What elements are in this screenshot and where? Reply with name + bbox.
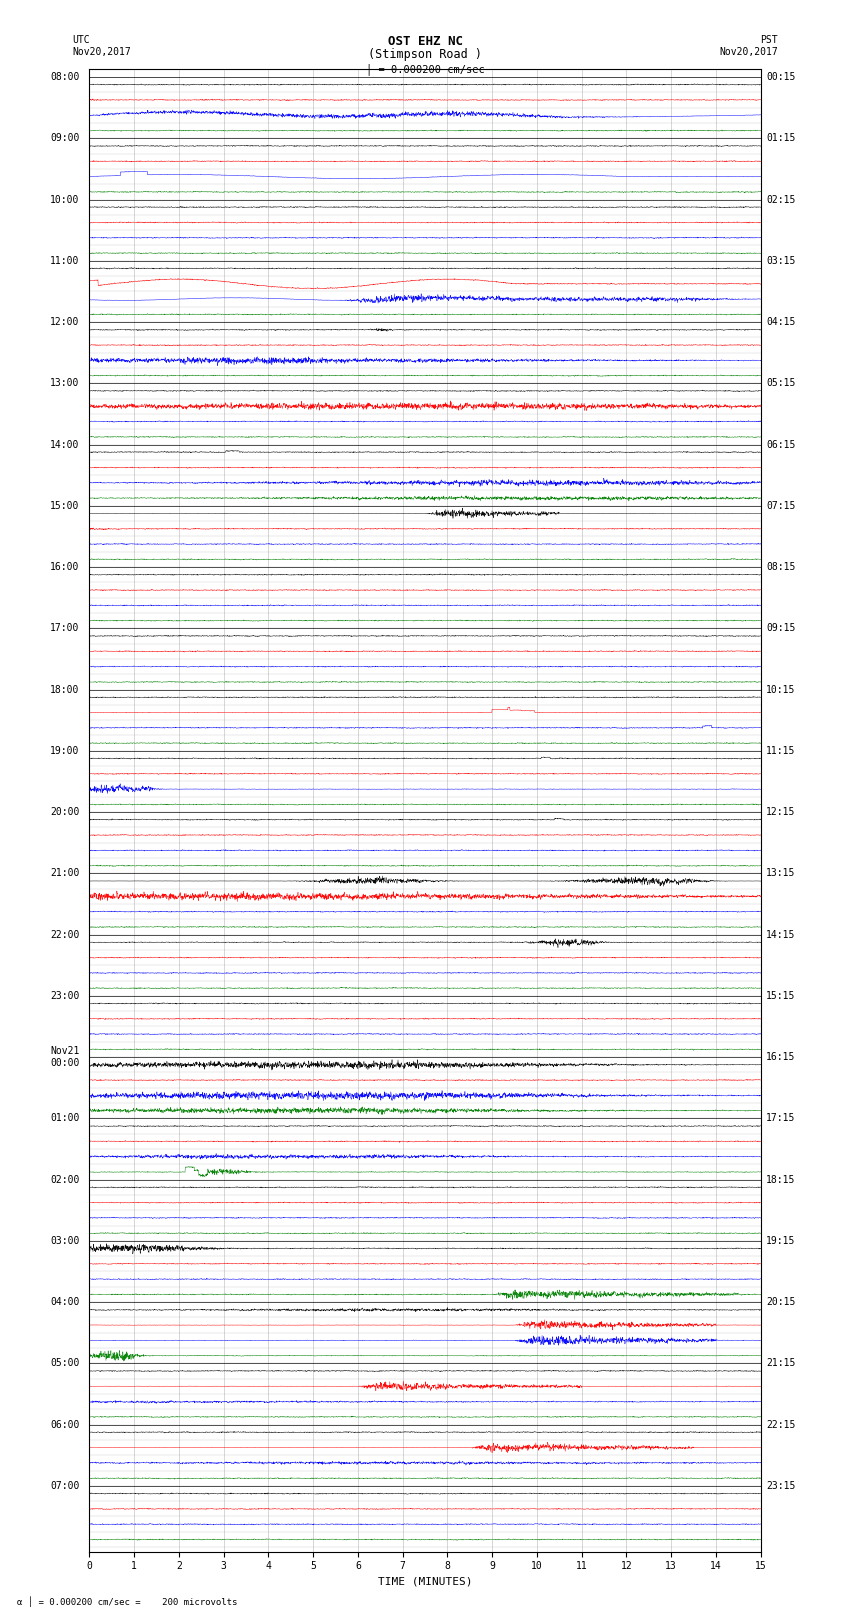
Text: 12:00: 12:00 — [50, 318, 79, 327]
Text: 06:15: 06:15 — [766, 439, 796, 450]
Text: 04:15: 04:15 — [766, 318, 796, 327]
Text: 21:00: 21:00 — [50, 868, 79, 879]
Text: 09:00: 09:00 — [50, 134, 79, 144]
Text: 14:15: 14:15 — [766, 929, 796, 939]
Text: 14:00: 14:00 — [50, 439, 79, 450]
Text: 09:15: 09:15 — [766, 623, 796, 634]
Text: 15:00: 15:00 — [50, 500, 79, 511]
Text: 08:15: 08:15 — [766, 561, 796, 573]
Text: (Stimpson Road ): (Stimpson Road ) — [368, 48, 482, 61]
Text: 19:15: 19:15 — [766, 1236, 796, 1245]
Text: 05:15: 05:15 — [766, 379, 796, 389]
Text: 22:00: 22:00 — [50, 929, 79, 939]
Text: 16:15: 16:15 — [766, 1052, 796, 1061]
Text: 17:15: 17:15 — [766, 1113, 796, 1123]
Text: 16:00: 16:00 — [50, 561, 79, 573]
Text: 02:15: 02:15 — [766, 195, 796, 205]
Text: UTC
Nov20,2017: UTC Nov20,2017 — [72, 35, 131, 56]
Text: 19:00: 19:00 — [50, 745, 79, 756]
Text: PST
Nov20,2017: PST Nov20,2017 — [719, 35, 778, 56]
Text: OST EHZ NC: OST EHZ NC — [388, 35, 462, 48]
Text: 04:00: 04:00 — [50, 1297, 79, 1307]
Text: Nov21
00:00: Nov21 00:00 — [50, 1047, 79, 1068]
Text: 20:00: 20:00 — [50, 806, 79, 818]
Text: 11:15: 11:15 — [766, 745, 796, 756]
Text: 06:00: 06:00 — [50, 1419, 79, 1429]
Text: 13:00: 13:00 — [50, 379, 79, 389]
Text: 23:00: 23:00 — [50, 990, 79, 1000]
Text: 13:15: 13:15 — [766, 868, 796, 879]
Text: │ = 0.000200 cm/sec: │ = 0.000200 cm/sec — [366, 63, 484, 74]
Text: 00:15: 00:15 — [766, 73, 796, 82]
Text: 08:00: 08:00 — [50, 73, 79, 82]
Text: 01:00: 01:00 — [50, 1113, 79, 1123]
Text: 05:00: 05:00 — [50, 1358, 79, 1368]
X-axis label: TIME (MINUTES): TIME (MINUTES) — [377, 1578, 473, 1587]
Text: 02:00: 02:00 — [50, 1174, 79, 1184]
Text: 23:15: 23:15 — [766, 1481, 796, 1490]
Text: 11:00: 11:00 — [50, 256, 79, 266]
Text: 22:15: 22:15 — [766, 1419, 796, 1429]
Text: 10:15: 10:15 — [766, 684, 796, 695]
Text: 18:15: 18:15 — [766, 1174, 796, 1184]
Text: 03:00: 03:00 — [50, 1236, 79, 1245]
Text: 01:15: 01:15 — [766, 134, 796, 144]
Text: 03:15: 03:15 — [766, 256, 796, 266]
Text: α │ = 0.000200 cm/sec =    200 microvolts: α │ = 0.000200 cm/sec = 200 microvolts — [17, 1595, 237, 1607]
Text: 21:15: 21:15 — [766, 1358, 796, 1368]
Text: 12:15: 12:15 — [766, 806, 796, 818]
Text: 20:15: 20:15 — [766, 1297, 796, 1307]
Text: 07:00: 07:00 — [50, 1481, 79, 1490]
Text: 10:00: 10:00 — [50, 195, 79, 205]
Text: 18:00: 18:00 — [50, 684, 79, 695]
Text: 17:00: 17:00 — [50, 623, 79, 634]
Text: 15:15: 15:15 — [766, 990, 796, 1000]
Text: 07:15: 07:15 — [766, 500, 796, 511]
